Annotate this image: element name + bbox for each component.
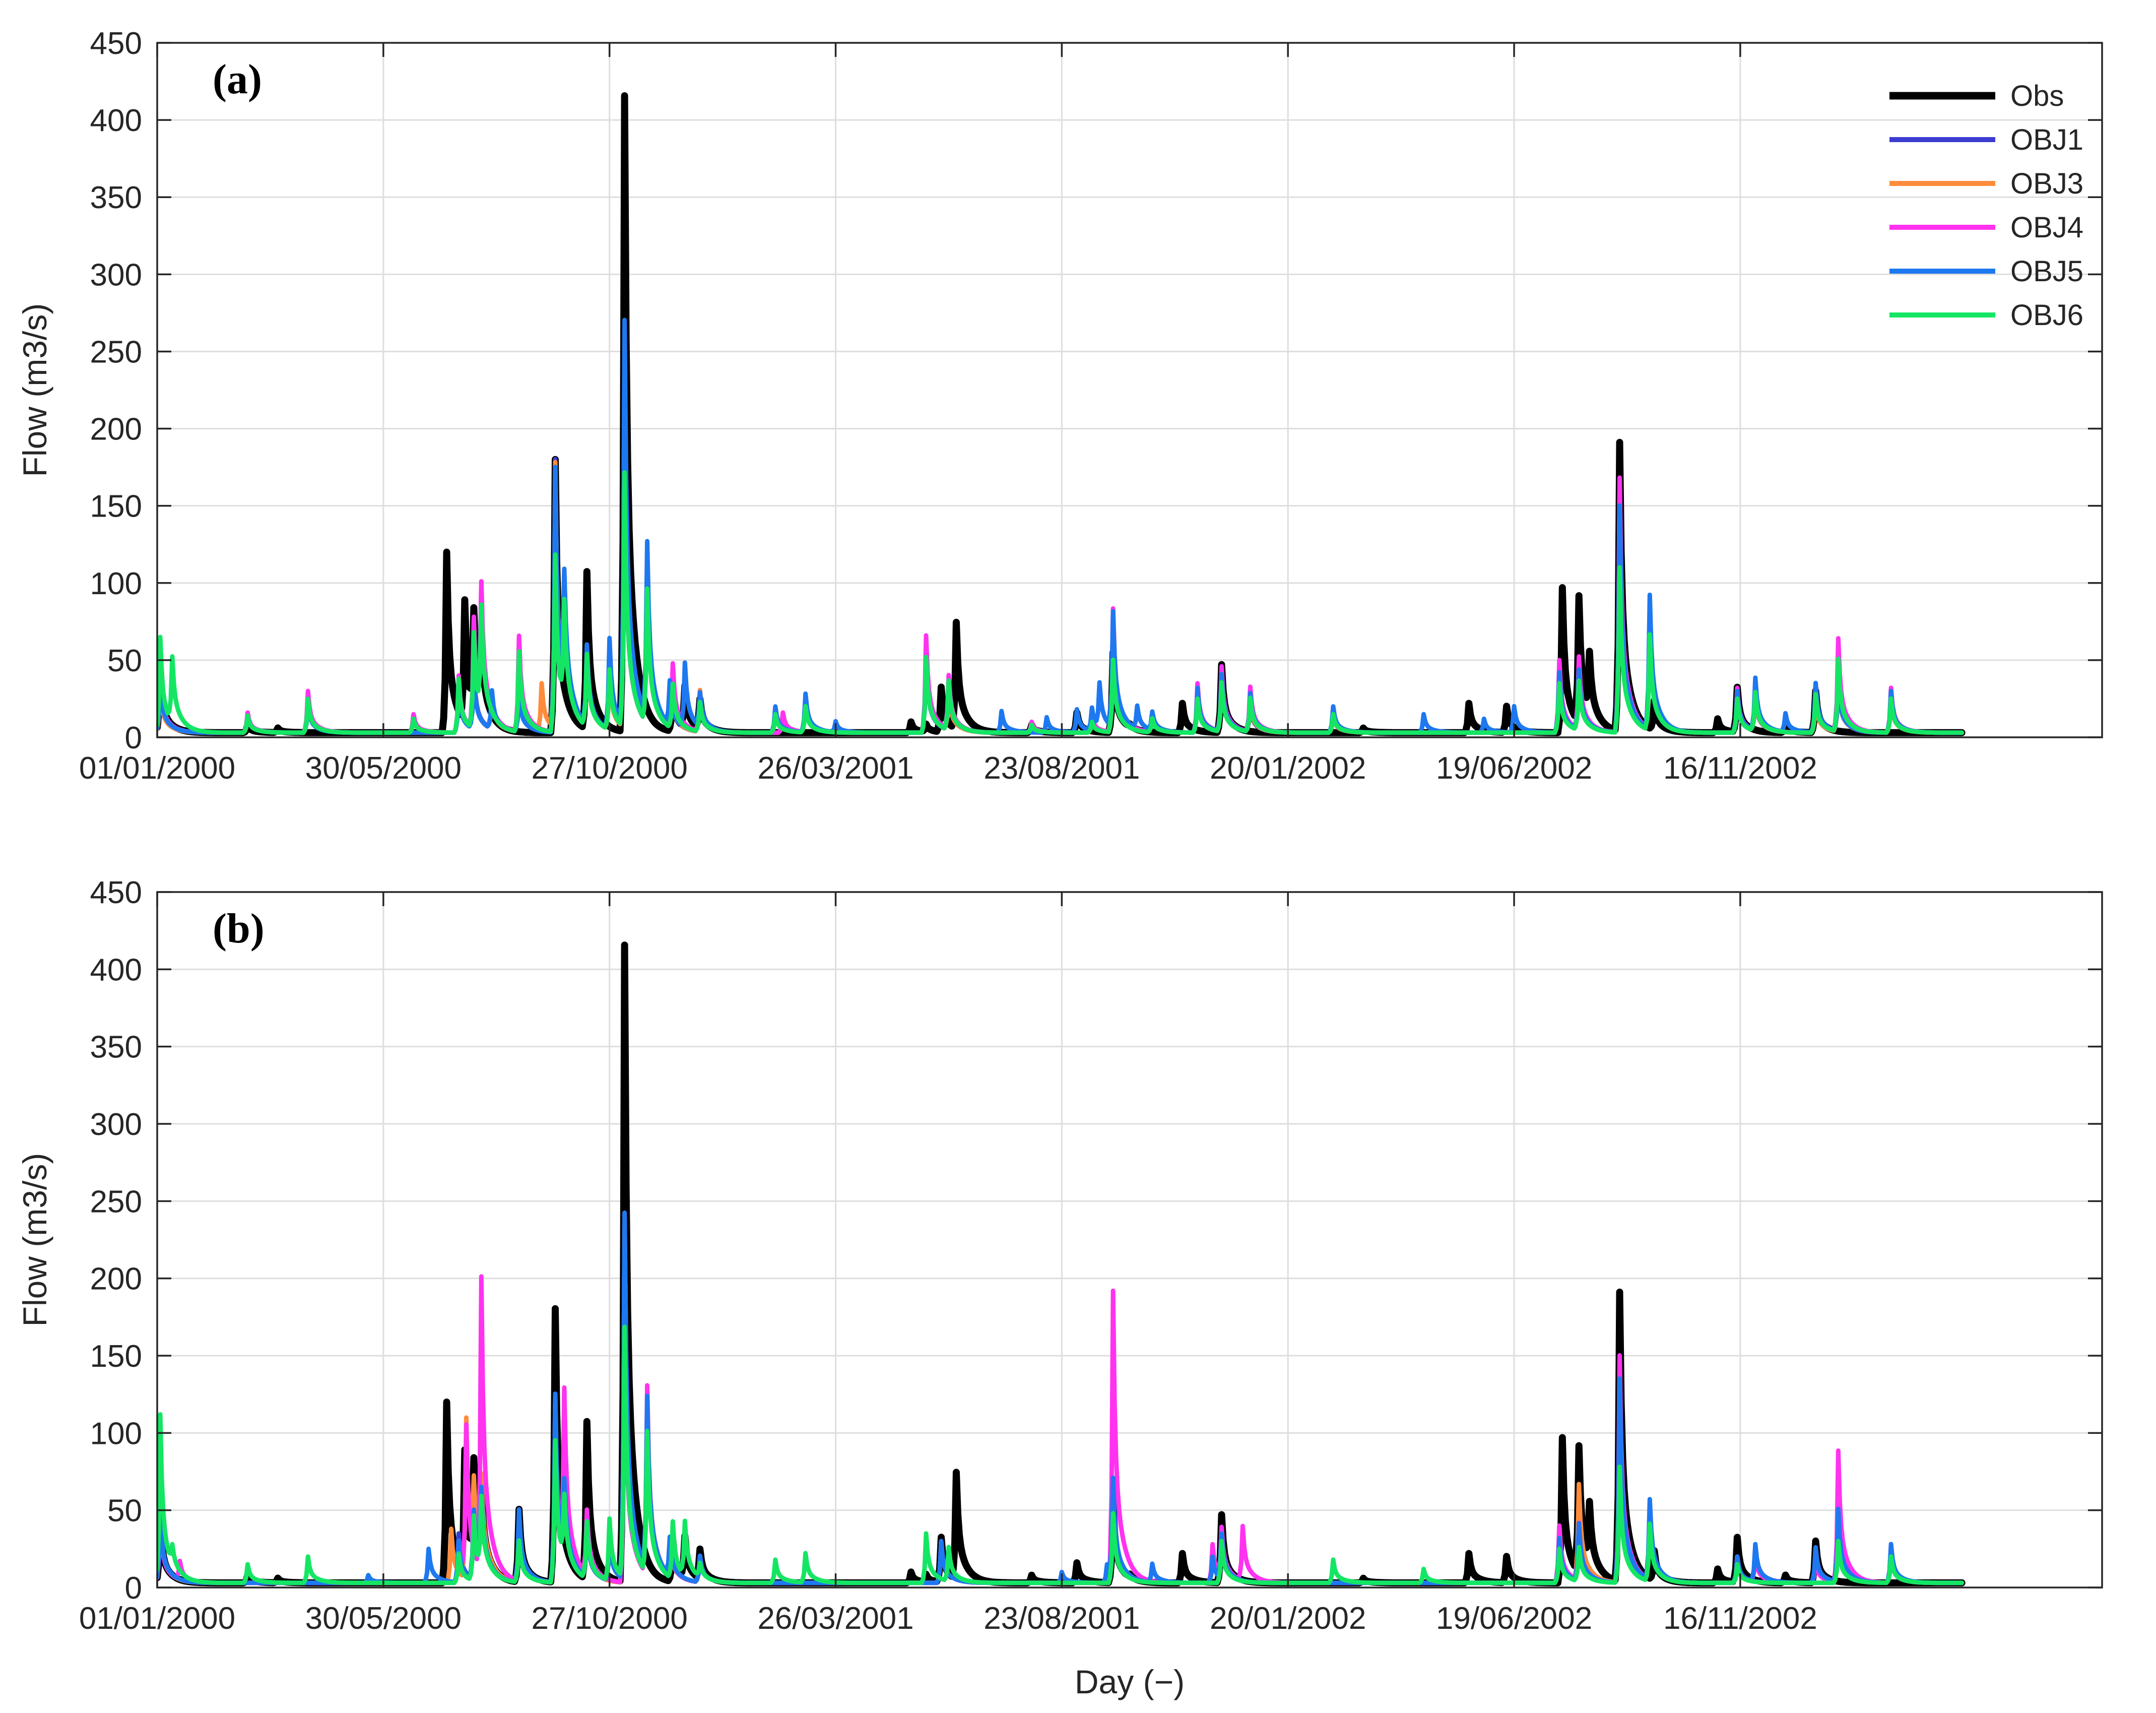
x-tick-label: 26/03/2001 xyxy=(757,1601,913,1636)
y-tick-label: 50 xyxy=(107,1494,142,1529)
series-line-obj6 xyxy=(157,470,1965,735)
legend-label-obs: Obs xyxy=(2010,80,2064,112)
x-tick-label: 16/11/2002 xyxy=(1663,751,1817,786)
y-tick-label: 100 xyxy=(90,1416,142,1451)
panel-label: (b) xyxy=(213,905,265,952)
x-tick-label: 30/05/2000 xyxy=(305,751,462,786)
y-tick-label: 250 xyxy=(90,1184,142,1219)
y-axis-label: Flow (m3/s) xyxy=(16,1153,53,1327)
axes-box xyxy=(156,42,2103,738)
legend-label-obj6: OBJ6 xyxy=(2010,299,2083,332)
x-tick-label: 20/01/2002 xyxy=(1210,751,1366,786)
panel-a: 0 50 100 150 200 250 300 350 400 450 01/01/2000 30/… xyxy=(16,26,2103,786)
y-tick-label: 350 xyxy=(90,180,142,215)
y-tick-label: 200 xyxy=(90,412,142,447)
x-tick-label: 30/05/2000 xyxy=(305,1601,462,1636)
y-axis-label: Flow (m3/s) xyxy=(16,303,53,477)
y-tick-label: 0 xyxy=(125,1571,142,1606)
x-tick-label: 01/01/2000 xyxy=(79,1601,235,1636)
x-tick-label: 27/10/2000 xyxy=(532,751,688,786)
y-tick-label: 100 xyxy=(90,566,142,601)
legend-label-obj3: OBJ3 xyxy=(2010,167,2083,200)
y-tick-label: 300 xyxy=(90,1107,142,1142)
y-tick-label: 150 xyxy=(90,489,142,524)
panel-b: 0 50 100 150 200 250 300 350 400 450 01/01/2000 30/… xyxy=(16,875,2103,1700)
legend-label-obj5: OBJ5 xyxy=(2010,255,2083,288)
x-tick-label: 16/11/2002 xyxy=(1663,1601,1817,1636)
legend-label-obj1: OBJ1 xyxy=(2010,123,2083,156)
series-group xyxy=(157,941,1966,1587)
legend: Obs OBJ1 OBJ3 OBJ4 OBJ5 OBJ6 xyxy=(1889,80,2083,332)
legend-label-obj4: OBJ4 xyxy=(2010,211,2083,244)
x-tick-label: 26/03/2001 xyxy=(757,751,913,786)
x-tick-label: 01/01/2000 xyxy=(79,751,235,786)
y-tick-label: 150 xyxy=(90,1339,142,1374)
x-tick-label: 23/08/2001 xyxy=(984,1601,1140,1636)
y-tick-label: 450 xyxy=(90,875,142,910)
panel-label: (a) xyxy=(213,56,262,103)
y-tick-label: 400 xyxy=(90,103,142,138)
axes-box xyxy=(156,891,2103,1589)
x-axis-label: Day (−) xyxy=(1075,1663,1185,1700)
y-tick-label: 400 xyxy=(90,953,142,987)
y-tick-label: 350 xyxy=(90,1030,142,1065)
series-group xyxy=(157,92,1966,736)
x-tick-label: 19/06/2002 xyxy=(1436,751,1592,786)
y-tick-label: 450 xyxy=(90,26,142,61)
y-tick-label: 50 xyxy=(107,644,142,678)
x-tick-label: 20/01/2002 xyxy=(1210,1601,1366,1636)
x-tick-label: 27/10/2000 xyxy=(532,1601,688,1636)
y-tick-label: 200 xyxy=(90,1262,142,1297)
x-tick-label: 23/08/2001 xyxy=(984,751,1140,786)
y-tick-label: 300 xyxy=(90,258,142,292)
y-tick-label: 250 xyxy=(90,335,142,369)
y-tick-label: 0 xyxy=(125,721,142,755)
series-line-obj6 xyxy=(157,1324,1965,1585)
x-tick-label: 19/06/2002 xyxy=(1436,1601,1592,1636)
